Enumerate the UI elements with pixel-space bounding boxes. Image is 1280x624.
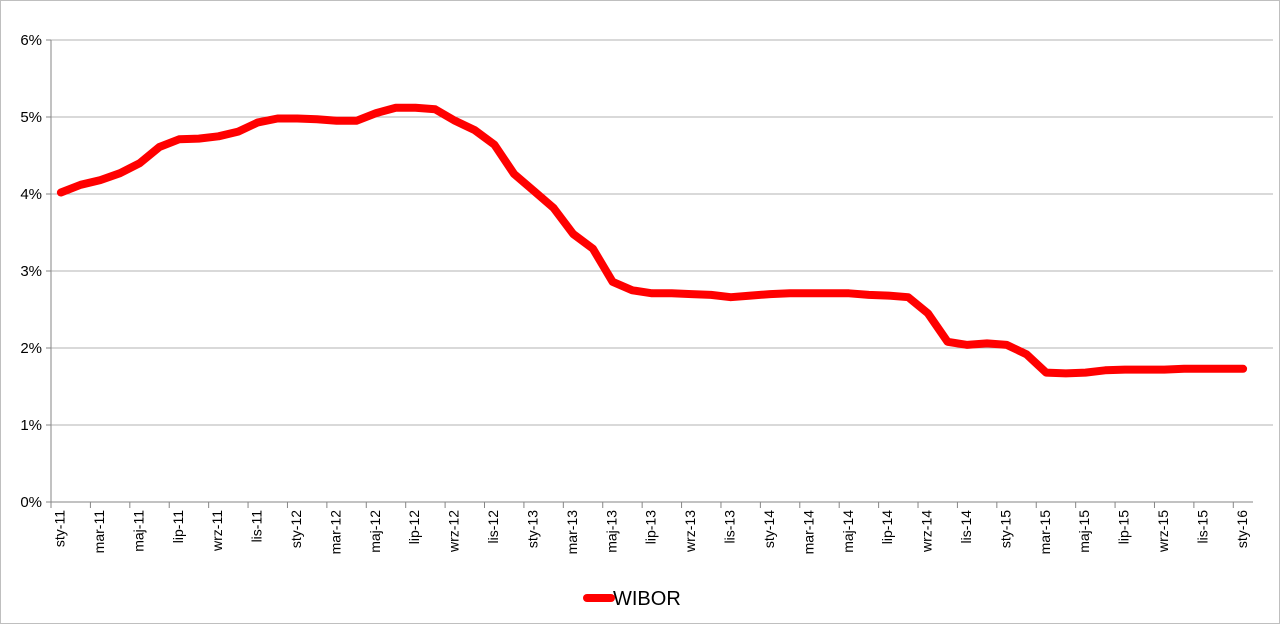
axis-layer: 0% 1% 2% 3% 4% 5% 6% sty-11 mar-11 maj-11 lip-11 wr…	[20, 32, 1253, 554]
x-tick-label: lis-11	[249, 510, 265, 543]
x-tick-label: sty-13	[524, 510, 540, 548]
x-tick-label: mar-12	[327, 510, 343, 555]
y-tick-label: 0%	[20, 494, 42, 511]
legend: WIBOR	[583, 588, 681, 610]
y-tick-label: 2%	[20, 340, 42, 357]
x-tick-label: lis-12	[485, 510, 501, 544]
x-tick-label: lip-13	[643, 510, 659, 544]
x-tick-label: lis-14	[958, 510, 974, 544]
x-tick-label: lis-13	[722, 510, 738, 544]
series-layer	[56, 103, 1248, 378]
x-tick-label: wrz-12	[446, 510, 462, 553]
x-tick-label: sty-11	[52, 510, 68, 547]
series-line-wibor	[56, 103, 1248, 378]
x-tick-label: sty-15	[997, 510, 1013, 548]
grid-layer	[51, 39, 1273, 426]
x-tick-label: maj-13	[603, 510, 619, 553]
x-tick-label: wrz-15	[1155, 510, 1171, 553]
y-tick-label: 6%	[20, 32, 42, 49]
x-tick-label: mar-15	[1037, 510, 1053, 555]
y-tick-label: 4%	[20, 186, 42, 203]
x-tick-label: maj-11	[130, 510, 146, 552]
y-tick-label: 3%	[20, 263, 42, 280]
x-tick-label: lip-11	[170, 510, 186, 543]
x-tick-label: maj-15	[1076, 510, 1092, 553]
x-tick-label: sty-12	[288, 510, 304, 548]
x-tick-label: mar-11	[91, 510, 107, 554]
legend-label-wibor: WIBOR	[613, 588, 681, 610]
x-tick-label: maj-12	[367, 510, 383, 553]
y-tick-label: 5%	[20, 109, 42, 126]
x-tick-label: wrz-11	[209, 510, 225, 552]
x-tick-label: mar-13	[564, 510, 580, 555]
x-tick-label: maj-14	[840, 510, 856, 553]
x-tick-label: lip-12	[406, 510, 422, 544]
x-tick-label: wrz-14	[919, 510, 935, 553]
y-tick-label: 1%	[20, 417, 42, 434]
x-tick-label: lip-15	[1116, 510, 1132, 544]
x-tick-label: wrz-13	[682, 510, 698, 553]
x-tick-label: sty-14	[761, 510, 777, 548]
x-tick-label: sty-16	[1234, 510, 1250, 548]
x-tick-label: lis-15	[1194, 510, 1210, 544]
x-tick-label: lip-14	[879, 510, 895, 544]
x-tick-label: mar-14	[800, 510, 816, 555]
